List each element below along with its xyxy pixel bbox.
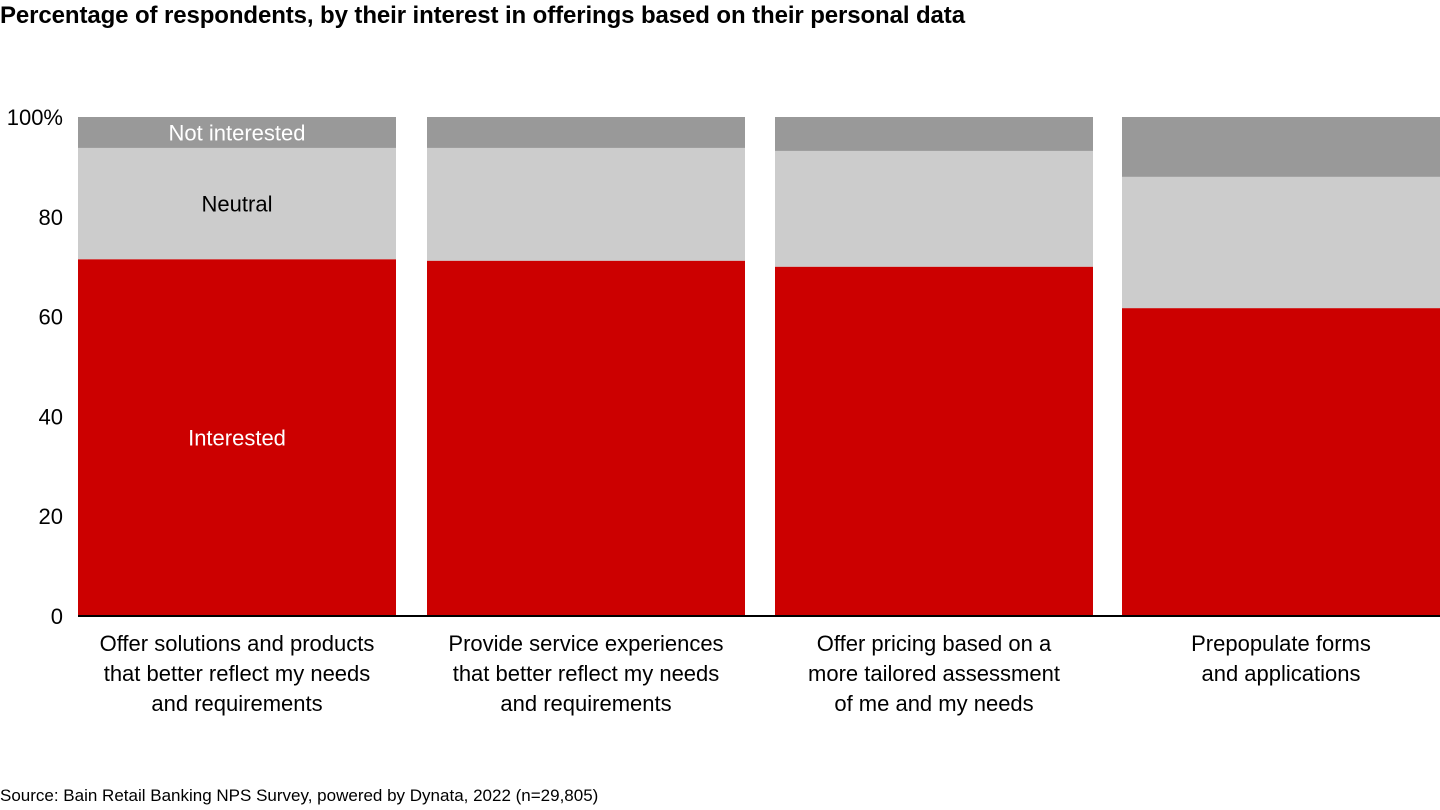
bar-segment-interested-2 [427, 260, 745, 616]
segment-label-interested: Interested [188, 426, 286, 451]
bar-segment-neutral-3 [775, 150, 1093, 267]
bar-segment-not-interested-3 [775, 117, 1093, 151]
source-note: Source: Bain Retail Banking NPS Survey, … [0, 786, 599, 805]
bar-segment-interested-4 [1122, 308, 1440, 616]
category-label-2: Provide service experiences [448, 631, 723, 656]
bar-segment-neutral-4 [1122, 176, 1440, 309]
category-label-3: Offer pricing based on a [817, 631, 1052, 656]
bar-segment-neutral-2 [427, 147, 745, 261]
bar-segment-not-interested-4 [1122, 117, 1440, 177]
category-label-1: Offer solutions and products [100, 631, 375, 656]
chart-title: Percentage of respondents, by their inte… [0, 2, 965, 29]
bars-layer [78, 117, 1440, 616]
category-label-4: Prepopulate forms [1191, 631, 1371, 656]
category-label-2: that better reflect my needs [453, 661, 720, 686]
category-label-1: that better reflect my needs [104, 661, 371, 686]
bar-segment-neutral-1 [78, 147, 396, 260]
segment-label-neutral: Neutral [202, 192, 273, 217]
y-tick-label: 20 [39, 504, 63, 529]
y-tick-label: 80 [39, 205, 63, 230]
category-label-3: of me and my needs [834, 691, 1033, 716]
bar-segment-interested-3 [775, 266, 1093, 616]
bar-segment-interested-1 [78, 259, 396, 616]
y-tick-label: 0 [51, 604, 63, 629]
bar-segment-not-interested-2 [427, 117, 745, 148]
y-tick-label: 100% [7, 105, 63, 130]
stacked-bar-chart: 0 20 40 60 80 100% Offer solutions and produc… [7, 105, 1440, 716]
category-label-2: and requirements [500, 691, 671, 716]
x-axis-categories: Offer solutions and products that better … [100, 631, 1371, 716]
segment-label-not-interested: Not interested [169, 120, 306, 145]
bar-segment-not-interested-1 [78, 117, 396, 148]
y-tick-label: 40 [39, 404, 63, 429]
y-tick-label: 60 [39, 305, 63, 330]
category-label-1: and requirements [151, 691, 322, 716]
category-label-3: more tailored assessment [808, 661, 1060, 686]
y-axis: 0 20 40 60 80 100% [7, 105, 63, 629]
category-label-4: and applications [1201, 661, 1360, 686]
segment-labels: Interested Neutral Not interested [169, 120, 306, 450]
